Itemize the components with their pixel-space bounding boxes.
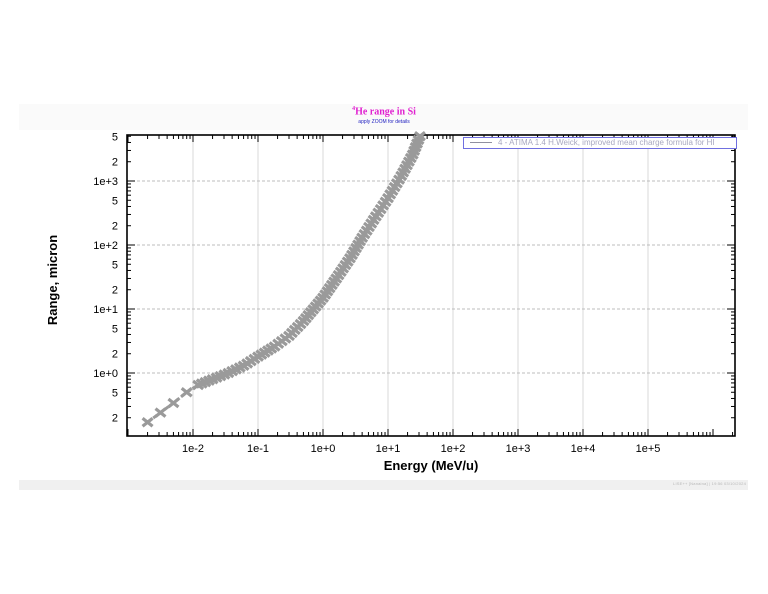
chart-title: 4He range in Si <box>0 106 768 117</box>
y-tick-label: 2 <box>112 221 118 233</box>
x-tick-label: 1e+0 <box>311 443 336 455</box>
y-tick-label: 2 <box>112 413 118 425</box>
y-axis-title: Range, micron <box>45 235 60 325</box>
x-tick-label: 1e+2 <box>441 443 466 455</box>
x-tick-label: 1e+5 <box>636 443 661 455</box>
chart-subtitle: apply ZOOM for details <box>358 119 410 125</box>
y-tick-label: 2 <box>112 157 118 169</box>
x-tick-label: 1e-2 <box>182 443 204 455</box>
x-axis-title: Energy (MeV/u) <box>384 458 479 473</box>
x-tick-label: 1e+1 <box>376 443 401 455</box>
legend-label: 4 - ATIMA 1.4 H.Weick, improved mean cha… <box>498 138 715 147</box>
y-tick-label: 5 <box>112 259 118 271</box>
x-tick-label: 1e+3 <box>506 443 531 455</box>
legend[interactable]: 4 - ATIMA 1.4 H.Weick, improved mean cha… <box>463 137 737 149</box>
data-point-marker <box>167 397 180 409</box>
status-footer: LISE++ [Nanaina] | 19:56 03/10/2024 <box>673 481 746 486</box>
y-tick-label: 1e+1 <box>93 304 118 316</box>
y-tick-label: 5 <box>112 131 118 143</box>
title-superscript: 4 <box>352 106 356 112</box>
y-tick-label: 1e+2 <box>93 240 118 252</box>
title-text: He range in Si <box>355 106 416 118</box>
x-tick-label: 1e-1 <box>247 443 269 455</box>
plot-panel <box>19 104 748 489</box>
data-point-marker <box>154 407 167 418</box>
data-point-marker <box>180 387 193 398</box>
status-band <box>19 480 748 490</box>
y-tick-label: 5 <box>112 195 118 207</box>
x-tick-label: 1e+4 <box>571 443 596 455</box>
data-point-marker <box>413 131 426 142</box>
y-tick-label: 2 <box>112 349 118 361</box>
y-tick-label: 1e+0 <box>93 368 118 380</box>
y-tick-label: 5 <box>112 387 118 399</box>
y-tick-label: 2 <box>112 285 118 297</box>
plot-frame <box>126 134 736 437</box>
title-band <box>19 104 748 130</box>
data-point-marker <box>141 417 154 428</box>
y-tick-label: 1e+3 <box>93 176 118 188</box>
series-line <box>146 135 422 424</box>
legend-swatch <box>470 142 492 144</box>
y-tick-label: 5 <box>112 323 118 335</box>
